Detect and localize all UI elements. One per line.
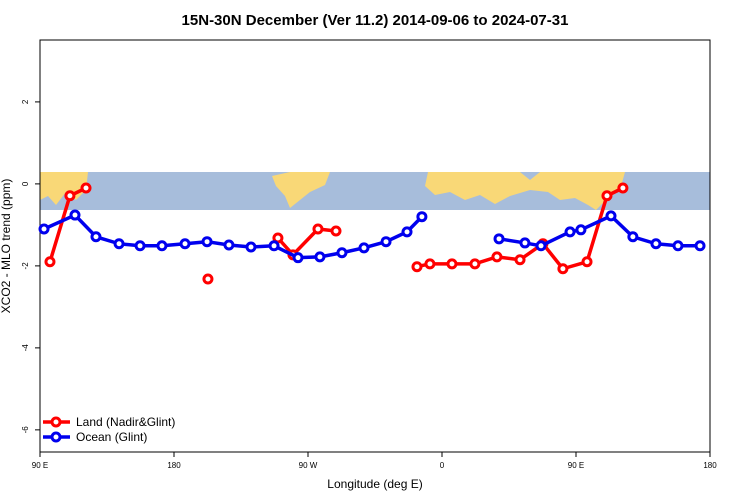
x-tick-label: 180 xyxy=(167,461,181,470)
point xyxy=(601,190,613,202)
point xyxy=(312,223,324,235)
point xyxy=(575,224,587,236)
point xyxy=(557,263,569,275)
chart-title: 15N-30N December (Ver 11.2) 2014-09-06 t… xyxy=(182,12,569,29)
point xyxy=(64,190,76,202)
legend-marker xyxy=(50,416,62,428)
x-tick-label: 180 xyxy=(703,461,717,470)
point xyxy=(380,236,392,248)
point xyxy=(401,226,413,238)
point xyxy=(672,240,684,252)
point xyxy=(416,211,428,223)
point xyxy=(69,209,81,221)
point xyxy=(411,261,423,273)
point xyxy=(330,225,342,237)
legend-label: Land (Nadir&Glint) xyxy=(76,415,175,429)
point xyxy=(38,223,50,235)
legend-marker xyxy=(50,431,62,443)
point xyxy=(268,240,280,252)
point xyxy=(201,236,213,248)
point xyxy=(134,240,146,252)
point xyxy=(491,251,503,263)
series-line xyxy=(43,213,701,260)
map-band xyxy=(40,172,710,210)
x-tick-label: 90 W xyxy=(299,461,318,470)
x-axis-label: Longitude (deg E) xyxy=(327,477,422,491)
plot-frame xyxy=(39,39,711,453)
point xyxy=(223,239,235,251)
legend-label: Ocean (Glint) xyxy=(76,430,147,444)
point xyxy=(581,256,593,268)
point xyxy=(424,258,436,270)
point xyxy=(179,238,191,250)
y-tick-label: 2 xyxy=(21,99,30,104)
point xyxy=(156,240,168,252)
point xyxy=(493,233,505,245)
point xyxy=(627,231,639,243)
point xyxy=(469,258,481,270)
x-tick-label: 0 xyxy=(440,461,445,470)
point xyxy=(336,247,348,259)
point xyxy=(650,238,662,250)
y-tick-label: 0 xyxy=(21,181,30,186)
x-tick-label: 90 E xyxy=(32,461,48,470)
point xyxy=(617,182,629,194)
y-tick-label: -2 xyxy=(21,262,30,270)
point xyxy=(358,242,370,254)
point xyxy=(245,241,257,253)
point xyxy=(446,258,458,270)
point xyxy=(80,182,92,194)
y-axis-label: XCO2 - MLO trend (ppm) xyxy=(0,179,13,314)
point xyxy=(202,273,214,285)
point xyxy=(519,237,531,249)
point xyxy=(564,226,576,238)
point xyxy=(694,240,706,252)
point xyxy=(292,252,304,264)
y-tick-label: -4 xyxy=(21,344,30,352)
point xyxy=(535,240,547,252)
point xyxy=(44,256,56,268)
y-tick-label: -6 xyxy=(21,426,30,434)
x-tick-label: 90 E xyxy=(568,461,584,470)
point xyxy=(113,238,125,250)
point xyxy=(314,251,326,263)
point xyxy=(90,231,102,243)
point xyxy=(514,254,526,266)
point xyxy=(605,210,617,222)
